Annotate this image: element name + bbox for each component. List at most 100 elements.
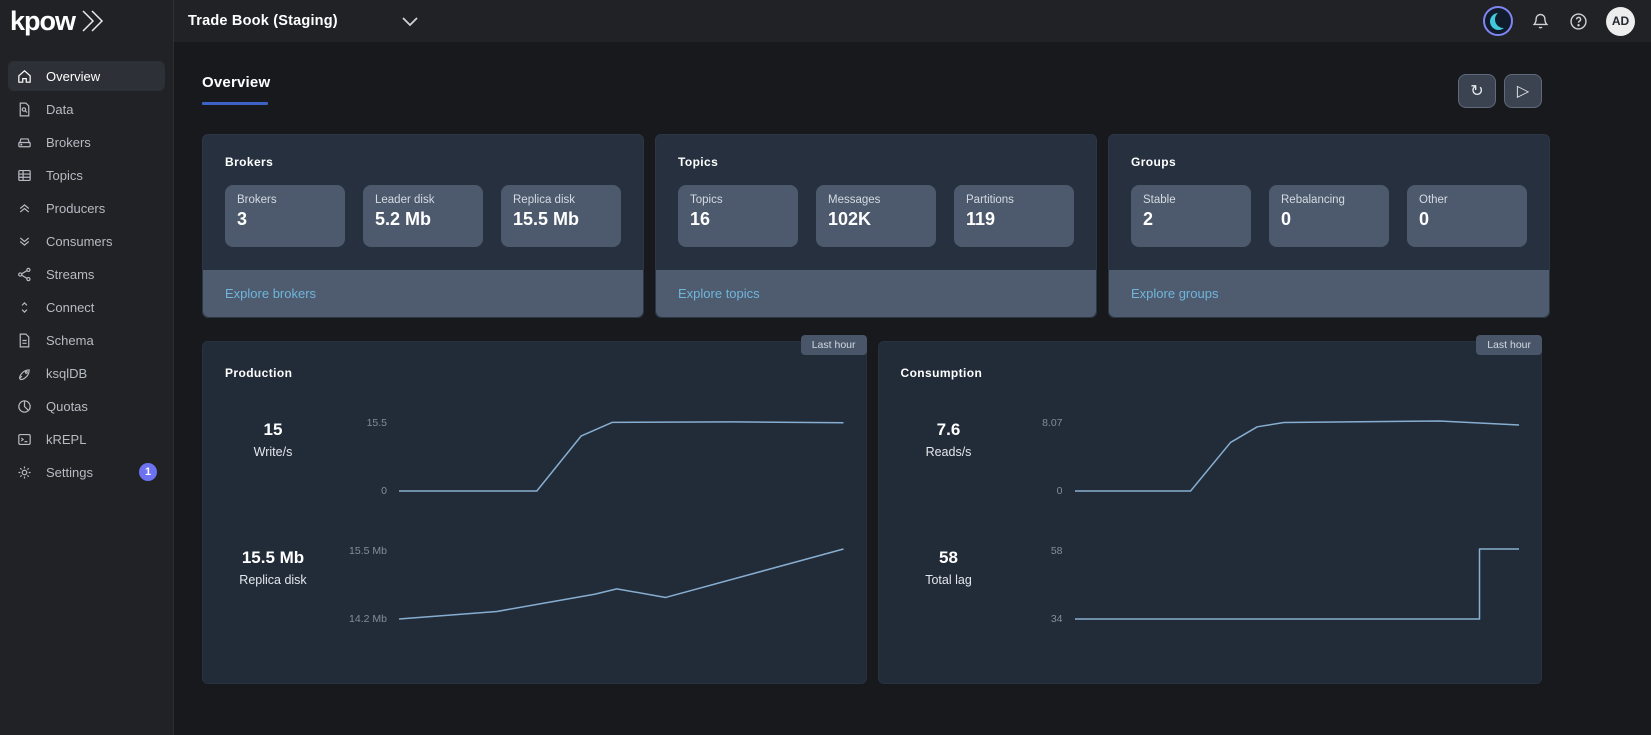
- total-lag-chart-row: 58 Total lag 58 34: [901, 544, 1520, 625]
- y-tick-max: 58: [1050, 545, 1063, 557]
- stat-label: Replica disk: [239, 573, 307, 587]
- chevron-down-icon: [402, 16, 418, 26]
- stat-tile: Rebalancing 0: [1269, 185, 1389, 247]
- sidebar-item-label: Brokers: [46, 134, 91, 150]
- reads-chart-row: 7.6 Reads/s 8.07 0: [901, 416, 1520, 497]
- bell-icon: [1532, 13, 1549, 28]
- stat-label: Reads/s: [925, 445, 972, 459]
- stat-value: 0: [1419, 209, 1430, 229]
- time-range-badge: Last hour: [800, 335, 867, 355]
- replica-disk-chart-row: 15.5 Mb Replica disk 15.5 Mb 14.2 Mb: [225, 544, 844, 625]
- sidebar-item-label: Streams: [46, 266, 95, 282]
- sidebar-item-ksqldb[interactable]: ksqlDB: [8, 358, 165, 388]
- stat-value: 15.5 Mb: [513, 209, 580, 229]
- stat-tile: Brokers 3: [225, 185, 345, 247]
- brokers-card: Brokers Brokers 3 Leader disk 5.2 Mb Rep…: [202, 134, 644, 318]
- rocket-icon: [18, 368, 30, 380]
- sidebar-item-data[interactable]: Data: [8, 94, 165, 124]
- refresh-button[interactable]: ↻: [1458, 74, 1496, 108]
- pie-icon: [18, 399, 31, 413]
- card-title: Production: [225, 366, 293, 380]
- y-axis: 8.07 0: [997, 416, 1075, 497]
- environment-selector[interactable]: Trade Book (Staging): [188, 13, 418, 29]
- card-footer: Explore brokers: [203, 270, 643, 317]
- logo-text: kpow: [10, 5, 76, 36]
- stat-tile: Other 0: [1407, 185, 1527, 247]
- stat-tile: Replica disk 15.5 Mb: [501, 185, 621, 247]
- stat-label: Total lag: [925, 573, 972, 587]
- stat-value: 5.2 Mb: [375, 209, 432, 229]
- sidebar-item-topics[interactable]: Topics: [8, 160, 165, 190]
- sidebar-item-consumers[interactable]: Consumers: [8, 226, 165, 256]
- stat-label: Partitions: [966, 194, 1014, 206]
- play-button[interactable]: ▷: [1504, 74, 1542, 108]
- theme-toggle-button[interactable]: [1483, 6, 1513, 36]
- stat-tile: Partitions 119: [954, 185, 1074, 247]
- environment-name: Trade Book (Staging): [188, 13, 338, 29]
- sidebar-item-label: Connect: [46, 299, 95, 315]
- home-icon: [18, 69, 31, 83]
- avatar-initials: AD: [1611, 14, 1630, 28]
- y-tick-min: 34: [1050, 613, 1063, 625]
- stat-value: 2: [1143, 209, 1154, 229]
- stat-value: 15.5 Mb: [241, 548, 305, 567]
- y-tick-min: 0: [381, 485, 387, 497]
- moon-icon: [1490, 13, 1507, 30]
- topbar: kpow Trade Book (Staging) AD: [0, 0, 1651, 42]
- time-range-badge: Last hour: [1476, 335, 1542, 355]
- sidebar-item-streams[interactable]: Streams: [8, 259, 165, 289]
- stat-tile: Stable 2: [1131, 185, 1251, 247]
- sidebar-item-label: Consumers: [46, 233, 113, 249]
- stat-label: Other: [1419, 194, 1448, 206]
- writes-chart-row: 15 Write/s 15.5 0: [225, 416, 844, 497]
- consumption-card: Last hour Consumption 7.6 Reads/s 8.07 0…: [877, 335, 1542, 684]
- gear-icon: [18, 465, 31, 479]
- sidebar-item-overview[interactable]: Overview: [8, 61, 165, 91]
- summary-cards-row: Brokers Brokers 3 Leader disk 5.2 Mb Rep…: [202, 134, 1550, 318]
- sidebar-item-label: ksqlDB: [46, 365, 88, 381]
- sidebar-item-quotas[interactable]: Quotas: [8, 391, 165, 421]
- sidebar-item-producers[interactable]: Producers: [8, 193, 165, 223]
- question-circle-icon: [1570, 12, 1587, 30]
- help-button[interactable]: [1568, 11, 1589, 32]
- y-tick-min: 14.2 Mb: [349, 613, 387, 625]
- share-icon: [18, 267, 31, 281]
- notifications-button[interactable]: [1530, 11, 1551, 32]
- sidebar-item-krepl[interactable]: kREPL: [8, 424, 165, 454]
- card-title: Consumption: [900, 366, 983, 380]
- groups-card: Groups Stable 2 Rebalancing 0 Other 0 Ex…: [1108, 134, 1550, 318]
- stat-value: 102K: [828, 209, 872, 229]
- play-icon: ▷: [1516, 83, 1530, 100]
- table-icon: [18, 169, 31, 181]
- stat-value: 15: [263, 420, 283, 439]
- card-footer: Explore topics: [656, 270, 1096, 317]
- sidebar-item-label: Quotas: [46, 398, 88, 414]
- sidebar-item-label: Data: [46, 101, 74, 117]
- stat-label: Replica disk: [513, 194, 575, 206]
- card-title: Brokers: [225, 155, 274, 169]
- sidebar-item-brokers[interactable]: Brokers: [8, 127, 165, 157]
- up-down-chevron-icon: [21, 301, 28, 313]
- sidebar-item-schema[interactable]: Schema: [8, 325, 165, 355]
- main-content: Overview ↻ ▷ Brokers Brokers 3 Leader di…: [174, 42, 1651, 735]
- explore-groups-link[interactable]: Explore groups: [1131, 286, 1219, 301]
- stat-tile: Messages 102K: [816, 185, 936, 247]
- sidebar-item-label: kREPL: [46, 431, 87, 447]
- stat-label: Stable: [1143, 194, 1176, 206]
- double-chevron-up-icon: [19, 203, 30, 213]
- logo: kpow: [0, 0, 174, 42]
- sidebar-item-connect[interactable]: Connect: [8, 292, 165, 322]
- stat-label: Write/s: [253, 445, 293, 459]
- stat-label: Brokers: [237, 194, 277, 206]
- stat-label: Rebalancing: [1281, 194, 1345, 206]
- stat-tile: Leader disk 5.2 Mb: [363, 185, 483, 247]
- explore-brokers-link[interactable]: Explore brokers: [225, 286, 317, 301]
- stat-tile: Topics 16: [678, 185, 798, 247]
- document-icon: [19, 333, 30, 347]
- avatar[interactable]: AD: [1606, 6, 1635, 36]
- explore-topics-link[interactable]: Explore topics: [678, 286, 760, 301]
- sidebar-item-settings[interactable]: Settings 1: [8, 457, 165, 487]
- stat-label: Messages: [828, 194, 881, 206]
- data-search-icon: [19, 102, 30, 116]
- stat-value: 0: [1281, 209, 1292, 229]
